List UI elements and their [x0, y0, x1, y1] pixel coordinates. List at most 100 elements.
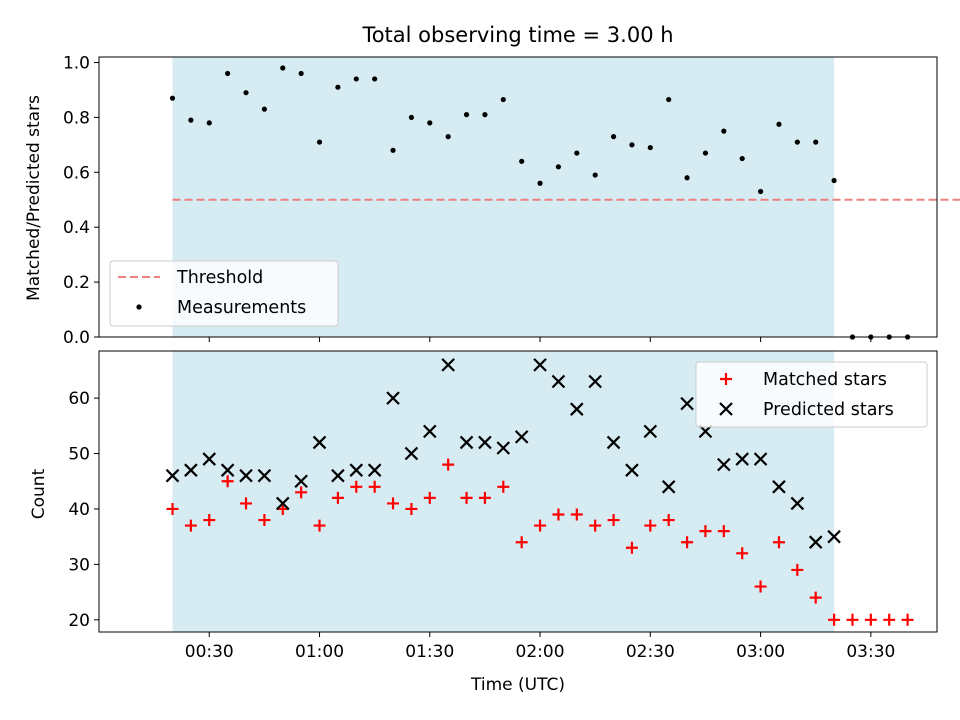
predicted-star-point: [184, 463, 198, 477]
predicted-star-point: [680, 396, 694, 411]
x-tick-label: 02:00: [516, 642, 565, 662]
matched-star-point: [791, 563, 804, 576]
measurement-point: [280, 65, 286, 71]
matched-star-point: [368, 480, 381, 493]
measurement-point: [500, 96, 506, 103]
predicted-star-point: [275, 496, 290, 511]
predicted-star-point: [239, 468, 253, 483]
measurement-point: [206, 120, 212, 126]
legend-measurements-label: Measurements: [177, 298, 306, 318]
measurement-point: [519, 158, 525, 164]
measurement-point: [629, 142, 635, 148]
predicted-star-point: [606, 435, 621, 450]
predicted-star-point: [367, 463, 382, 477]
bottom-y-tick-label: 40: [68, 500, 90, 520]
matched-star-point: [570, 508, 583, 521]
matched-star-point: [295, 486, 308, 499]
matched-star-point: [846, 613, 859, 626]
predicted-star-point: [441, 358, 455, 372]
bottom-y-tick-label: 60: [68, 389, 90, 409]
legend-predicted-swatch: [719, 402, 733, 416]
predicted-star-point: [570, 402, 584, 416]
measurement-point: [445, 134, 451, 140]
matched-star-point: [644, 519, 657, 532]
matched-star-point: [387, 497, 400, 510]
bottom-y-tick-label: 30: [68, 555, 90, 575]
x-tick-label: 01:00: [295, 642, 344, 662]
predicted-star-point: [423, 424, 437, 439]
predicted-star-point: [496, 441, 511, 455]
matched-star-point: [478, 491, 491, 504]
predicted-star-point: [643, 424, 658, 439]
bottom-y-tick-label: 20: [68, 611, 90, 631]
predicted-star-point: [404, 446, 419, 461]
predicted-star-point: [717, 457, 731, 472]
x-tick-label: 01:30: [405, 642, 454, 662]
matched-star-point: [515, 536, 528, 549]
measurement-point: [372, 76, 378, 82]
top-y-tick-label: 0.0: [63, 328, 90, 348]
top-panel-frame: [98, 56, 938, 338]
measurement-point: [592, 172, 598, 178]
top-y-axis-label: Matched/Predicted stars: [24, 95, 44, 301]
measurement-point: [482, 112, 488, 118]
top-y-tick-label: 0.6: [63, 163, 90, 183]
measurement-point: [610, 134, 617, 140]
predicted-star-point: [220, 463, 235, 477]
matched-star-point: [717, 525, 730, 538]
matched-star-point: [589, 519, 602, 532]
predicted-star-point: [349, 463, 364, 477]
measurement-point: [463, 112, 470, 118]
measurement-point: [225, 70, 231, 77]
measurement-point: [813, 139, 819, 145]
matched-star-point: [497, 480, 510, 493]
x-tick-label: 03:00: [736, 642, 785, 662]
matched-star-point: [405, 502, 418, 515]
matched-star-point: [864, 613, 877, 626]
predicted-star-point: [772, 480, 786, 494]
measurement-point: [261, 106, 267, 112]
top-y-tick-label: 0.8: [63, 108, 90, 128]
measurement-point: [684, 175, 690, 181]
matched-star-point: [166, 502, 179, 515]
matched-star-point: [828, 613, 841, 626]
bottom-y-axis-label: Count: [29, 468, 49, 519]
x-tick-label: 02:30: [626, 642, 675, 662]
measurement-point: [169, 95, 176, 101]
predicted-star-point: [790, 496, 805, 511]
predicted-star-point: [312, 435, 327, 450]
matched-star-point: [221, 475, 234, 488]
predicted-star-point: [331, 468, 345, 483]
measurement-point: [353, 76, 359, 82]
matched-star-point: [423, 491, 436, 504]
predicted-star-point: [588, 374, 602, 389]
measurement-point: [647, 144, 653, 151]
measurement-point: [794, 139, 800, 145]
matched-star-point: [772, 536, 785, 549]
matched-star-point: [681, 536, 694, 549]
predicted-star-point: [551, 374, 566, 389]
predicted-star-point: [753, 452, 768, 466]
matched-star-point: [736, 547, 749, 560]
matched-star-point: [240, 497, 253, 510]
bottom-y-tick-label: 50: [68, 445, 90, 465]
matched-star-point: [754, 580, 767, 593]
top-legend: Threshold Measurements: [109, 260, 339, 327]
measurement-point: [555, 164, 562, 170]
matched-star-point: [350, 480, 363, 493]
legend-threshold-label: Threshold: [176, 268, 263, 288]
top-y-tick-label: 0.2: [63, 273, 90, 293]
bottom-panel-frame: [98, 350, 938, 633]
measurement-point: [188, 117, 194, 123]
predicted-star-point: [625, 463, 639, 477]
x-tick-label: 03:30: [846, 642, 895, 662]
measurement-point: [335, 84, 341, 90]
predicted-star-point: [386, 391, 400, 405]
predicted-star-point: [533, 358, 547, 372]
measurement-point: [831, 177, 837, 184]
measurement-point: [298, 70, 304, 77]
matched-star-point: [442, 458, 455, 471]
matched-star-point: [662, 514, 675, 527]
predicted-star-point: [661, 480, 676, 494]
